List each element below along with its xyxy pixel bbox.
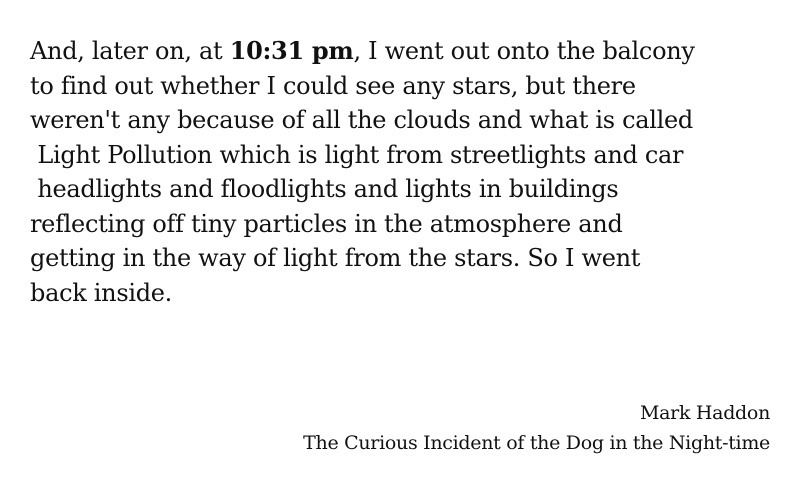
quote-line-8: back inside. [30, 278, 173, 307]
quote-line-3: weren't any because of all the clouds an… [30, 106, 693, 134]
quote-line-5: headlights and floodlights and lights in… [30, 175, 619, 203]
attribution: Mark Haddon The Curious Incident of the … [303, 398, 770, 458]
quote-line-1-end: , I went out onto the balcony [353, 37, 695, 65]
quote-line-7: getting in the way of light from the sta… [30, 244, 641, 272]
quote-line-6: reflecting off tiny particles in the atm… [30, 209, 623, 238]
quote-time: 10:31 pm [229, 36, 354, 65]
author-name: Mark Haddon [639, 402, 770, 424]
book-title: The Curious Incident of the Dog in the N… [303, 432, 770, 454]
quote-line-4: Light Pollution which is light from stre… [30, 140, 684, 169]
quote-line-1-start: And, later on, at [30, 37, 230, 65]
quote-line-2: to find out whether I could see any star… [30, 71, 636, 100]
quote-line-1: And, later on, at 10:31 pm, I went out o… [30, 34, 780, 69]
quote-text: And, later on, at 10:31 pm, I went out o… [30, 34, 780, 310]
